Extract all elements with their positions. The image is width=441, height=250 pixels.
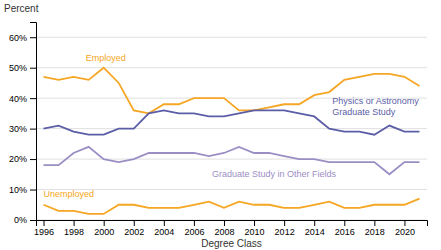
chart: 1996 1998 2000 2002 2004 2006 2008 2010 2012 2014…: [0, 0, 441, 250]
y-axis-line: [30, 23, 37, 221]
y-axis: 0% 10% 20% 30% 40% 50% 60%: [9, 23, 37, 226]
x-tick-mark: [164, 220, 165, 226]
x-tick-mark: [404, 220, 405, 226]
x-tick-label: 2010: [245, 227, 265, 237]
series-line: [44, 199, 420, 214]
series-label-line: Employed: [86, 53, 126, 63]
series-label: Physics or AstronomyGraduate Study: [332, 96, 419, 117]
y-tick: 10%: [9, 185, 36, 195]
x-tick-mark: [284, 220, 285, 226]
y-tick-mark: [30, 37, 36, 38]
x-tick-mark: [224, 220, 225, 226]
x-tick: 2020: [395, 220, 415, 237]
x-tick-label: 2014: [305, 227, 325, 237]
y-tick: 40%: [9, 94, 36, 104]
y-tick-label: 0%: [14, 215, 27, 225]
y-tick-label: 40%: [9, 94, 27, 104]
series-label: Unemployed: [44, 189, 95, 199]
x-tick-label: 2018: [365, 227, 385, 237]
y-tick-label: 10%: [9, 185, 27, 195]
y-tick-mark: [30, 190, 36, 191]
x-tick-label: 2020: [395, 227, 415, 237]
grid-line: [36, 37, 427, 38]
x-tick-mark: [104, 220, 105, 226]
y-tick-mark: [30, 159, 36, 160]
grid-line: [36, 67, 427, 68]
y-tick-label: 20%: [9, 154, 27, 164]
lines: [44, 68, 420, 214]
x-tick: 2014: [305, 220, 325, 237]
y-tick-label: 60%: [9, 33, 27, 43]
series-label: Employed: [86, 53, 126, 63]
y-tick-mark: [30, 129, 36, 130]
x-tick-mark: [374, 220, 375, 226]
x-tick-mark: [344, 220, 345, 226]
x-tick-label: 2012: [275, 227, 295, 237]
x-tick-label: 2008: [214, 227, 234, 237]
x-tick-label: 2000: [94, 227, 114, 237]
series-label-line: Graduate Study: [332, 107, 396, 117]
series-label-line: Unemployed: [44, 189, 95, 199]
y-tick-mark: [30, 98, 36, 99]
x-tick-mark: [44, 220, 45, 226]
x-tick: 1996: [34, 220, 54, 237]
y-tick-label: 50%: [9, 63, 27, 73]
grid-line: [36, 159, 427, 160]
x-tick-mark: [314, 220, 315, 226]
x-tick-label: 1996: [34, 227, 54, 237]
x-tick: 2008: [214, 220, 234, 237]
x-tick: 2012: [275, 220, 295, 237]
y-tick: 60%: [9, 33, 36, 43]
x-tick: 2006: [184, 220, 204, 237]
x-tick-label: 2004: [154, 227, 174, 237]
x-axis-title: Degree Class: [201, 238, 262, 249]
x-tick: 2010: [245, 220, 265, 237]
y-tick-label: 30%: [9, 124, 27, 134]
plot: 1996 1998 2000 2002 2004 2006 2008 2010 2012 2014…: [9, 23, 428, 238]
grid: [36, 37, 427, 220]
y-tick-mark: [30, 68, 36, 69]
series-label-line: Physics or Astronomy: [332, 96, 419, 106]
x-axis-line: [37, 221, 428, 227]
y-tick: 50%: [9, 63, 36, 73]
grid-line: [36, 189, 427, 190]
series-label-line: Graduate Study in Other Fields: [212, 169, 337, 179]
x-tick-label: 2002: [124, 227, 144, 237]
y-tick: 30%: [9, 124, 36, 134]
x-tick-label: 1998: [64, 227, 84, 237]
x-tick: 2004: [154, 220, 174, 237]
y-tick: 0%: [14, 215, 36, 225]
x-tick-mark: [254, 220, 255, 226]
x-tick: 2018: [365, 220, 385, 237]
x-tick-label: 2006: [184, 227, 204, 237]
x-tick: 1998: [64, 220, 84, 237]
x-tick-mark: [134, 220, 135, 226]
x-tick-mark: [74, 220, 75, 226]
grid-line: [36, 128, 427, 129]
series-label: Graduate Study in Other Fields: [212, 169, 337, 179]
series-labels: EmployedPhysics or AstronomyGraduate Stu…: [44, 53, 420, 199]
x-tick-mark: [194, 220, 195, 226]
y-tick-mark: [30, 220, 36, 221]
x-tick-label: 2016: [335, 227, 355, 237]
x-tick: 2002: [124, 220, 144, 237]
y-tick: 20%: [9, 154, 36, 164]
x-tick: 2016: [335, 220, 355, 237]
x-axis: 1996 1998 2000 2002 2004 2006 2008 2010 2012 2014…: [34, 220, 427, 237]
y-axis-title: Percent: [4, 3, 39, 14]
x-tick: 2000: [94, 220, 114, 237]
